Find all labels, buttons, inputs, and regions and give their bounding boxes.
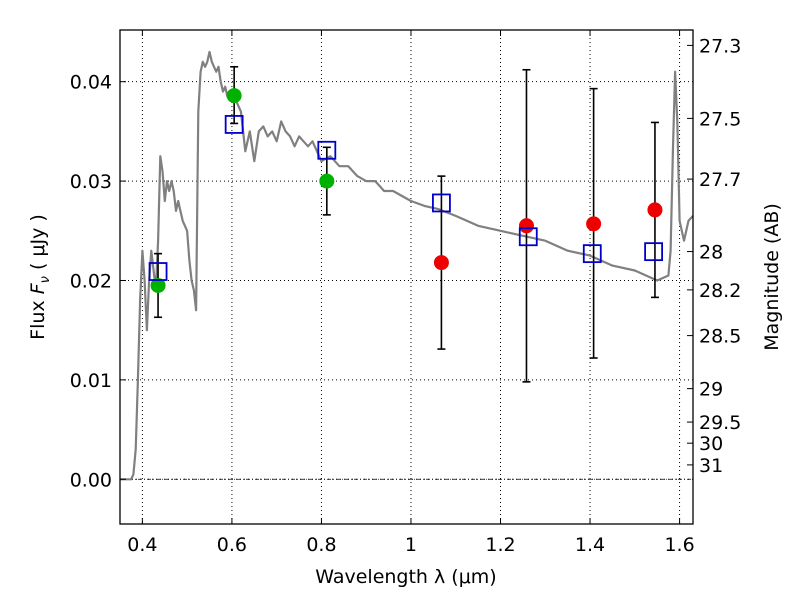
magnitude-tick-label: 27.5 (699, 108, 741, 130)
model-photometry-point (432, 193, 451, 213)
x-tick-label: 1.6 (664, 534, 694, 556)
data-point (518, 218, 534, 234)
model-sed-layer (120, 50, 694, 481)
model-photometry-point (582, 244, 602, 264)
x-tick-label: 1 (405, 534, 417, 556)
data-point (433, 255, 449, 271)
magnitude-tick-label: 30 (699, 433, 723, 455)
magnitude-tick-label: 28 (699, 242, 723, 264)
y-tick-label: 0.03 (70, 171, 112, 193)
x-tick-label: 1.2 (485, 534, 515, 556)
axis-ticks: 0.4 0.6 0.8 1 1.2 1.4 1.6 0.00 0.01 0.02 0.03 0.04 2… (70, 30, 741, 556)
grid (120, 30, 693, 524)
model-sed-line (120, 50, 694, 481)
magnitude-tick-label: 28.2 (699, 280, 741, 302)
magnitude-tick-label: 29 (699, 379, 723, 401)
y-tick-label: 0.00 (70, 469, 112, 491)
x-tick-label: 0.4 (127, 534, 157, 556)
y-axis-label: Flux Fν ( μJy ) (27, 214, 53, 340)
magnitude-tick-label: 28.5 (699, 326, 741, 348)
x-axis-label: Wavelength λ (μm) (315, 566, 496, 588)
magnitude-tick-label: 27.3 (699, 35, 741, 57)
model-photometry-point (148, 262, 168, 281)
magnitude-tick-label: 31 (699, 455, 723, 477)
data-point (226, 88, 242, 104)
y2-axis-label: Magnitude (AB) (761, 203, 783, 351)
x-tick-label: 1.4 (575, 534, 605, 556)
data-point (647, 202, 663, 218)
data-point (319, 173, 335, 189)
magnitude-tick-label: 27.7 (699, 169, 741, 191)
data-point (586, 216, 602, 232)
magnitude-tick-label: 29.5 (699, 412, 741, 434)
x-tick-label: 0.8 (306, 534, 336, 556)
x-tick-label: 0.6 (217, 534, 247, 556)
y-tick-label: 0.04 (70, 72, 112, 94)
y-tick-label: 0.02 (70, 270, 112, 292)
model-photometry-point (317, 140, 337, 160)
y-tick-label: 0.01 (70, 370, 112, 392)
model-photometry-point (644, 242, 664, 262)
data-point (150, 277, 166, 293)
model-photometry-point (518, 227, 538, 247)
data-points-layer (148, 65, 664, 383)
plot-frame (119, 29, 694, 525)
model-photometry-point (224, 115, 244, 134)
